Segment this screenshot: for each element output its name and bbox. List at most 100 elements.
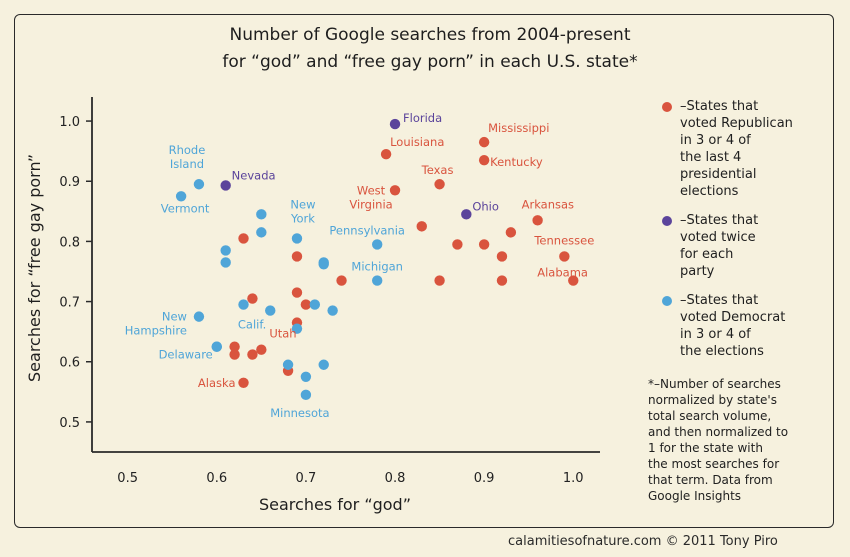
y-tick-label: 0.5 [59,416,80,431]
title-line-1: Number of Google searches from 2004-pres… [229,25,631,45]
point-d [291,323,303,334]
point-alaska [238,377,249,389]
label-mississippi: Mississippi [488,121,549,135]
point-ohio [461,209,472,220]
point-r [416,221,427,232]
point-r [496,275,508,286]
legend-item-republican: –States that voted Republican in 3 or 4 … [660,98,840,200]
point-d [318,359,329,370]
point-arkansas [532,215,543,226]
point-r [336,275,347,286]
legend-dot [662,216,672,226]
point-r [291,251,303,262]
x-tick-label: 0.7 [296,471,317,486]
title-line-2: for “god” and “free gay porn” in each U.… [222,52,638,72]
legend-dot [662,296,672,306]
point-alabama [568,275,579,286]
point-kentucky [478,154,490,166]
label-minnesota: Minnesota [270,406,329,420]
label-new-york: New York [290,197,316,225]
legend-item-democrat: –States that voted Democrat in 3 or 4 of… [660,292,840,360]
y-tick-label: 0.7 [59,296,80,311]
x-tick-label: 1.0 [563,471,584,486]
point-labels: Louisiana Mississippi Kentucky Texas West Vir… [125,111,595,420]
point-rhode-island [193,179,205,190]
point-d [256,227,267,238]
legend-dot [662,102,672,112]
point-d [220,257,231,268]
label-delaware: Delaware [159,348,213,362]
label-tennessee: Tennessee [533,233,594,247]
chart-title: Number of Google searches from 2004-pres… [150,22,710,76]
point-d [327,305,338,316]
label-kentucky: Kentucky [490,155,543,169]
label-texas: Texas [421,163,454,177]
legend: –States that voted Republican in 3 or 4 … [660,98,840,372]
label-rhode-island: Rhode Island [169,143,206,171]
point-calif- [265,305,276,316]
point-r [300,299,312,310]
legend-text: –States that voted Republican in 3 or 4 … [680,99,793,199]
label-new-hampshire: New Hampshire [125,310,187,338]
y-tick-label: 0.8 [59,235,80,250]
label-alaska: Alaska [198,376,236,390]
label-arkansas: Arkansas [522,197,574,211]
point-pennsylvania [371,239,383,250]
point-d [309,299,321,310]
data-points [175,118,579,401]
label-utah: Utah [269,327,296,341]
chart-frame [14,14,834,528]
point-r [434,275,445,286]
point-d [238,299,249,310]
point-d [256,209,267,220]
point-nevada [220,180,231,191]
y-tick-label: 1.0 [59,115,80,130]
legend-text: –States that voted twice for each party [680,213,759,279]
point-vermont [175,191,187,202]
point-michigan [371,275,383,286]
legend-text: –States that voted Democrat in 3 or 4 of… [680,293,786,359]
label-pennsylvania: Pennsylvania [329,223,405,237]
point-r [229,341,240,352]
y-tick-label: 0.9 [59,175,80,190]
point-r [478,239,490,250]
point-r [229,349,240,360]
point-d [282,359,294,370]
point-r [452,239,463,250]
credit: calamitiesofnature.com © 2011 Tony Piro [508,534,778,549]
point-r [291,287,303,298]
point-florida [389,118,401,130]
point-minnesota [300,389,312,401]
label-west-virginia: West Virginia [349,183,392,211]
y-tick-label: 0.6 [59,356,80,371]
point-d [211,341,222,352]
label-calif-: Calif. [238,318,266,332]
footnote: *–Number of searches normalized by state… [648,377,789,503]
point-west-virginia [389,185,401,196]
x-tick-label: 0.8 [385,471,406,486]
point-d [300,371,312,382]
point-r [505,227,517,238]
x-tick-label: 0.5 [117,471,138,486]
label-alabama: Alabama [537,266,588,280]
point-r [496,251,508,262]
x-tick-label: 0.6 [206,471,227,486]
axes [91,97,600,453]
ticks: 0.5 0.6 0.7 0.8 0.9 1.0 0.5 0.6 0.7 0.8 0.9 1.0 [59,115,583,486]
point-mississippi [478,136,490,148]
point-utah [256,344,267,355]
legend-item-swing: –States that voted twice for each party [660,212,840,280]
point-louisiana [380,148,392,160]
point-tennessee [559,251,570,262]
x-axis-label: Searches for “god” [259,495,411,514]
label-ohio: Ohio [472,199,499,213]
label-louisiana: Louisiana [390,135,444,149]
label-florida: Florida [403,111,442,125]
y-axis-label: Searches for “free gay porn” [25,154,44,382]
label-nevada: Nevada [232,168,276,182]
point-new-hampshire [193,311,205,322]
point-d [220,245,231,256]
point-texas [434,179,445,190]
point-new-york [291,233,303,244]
